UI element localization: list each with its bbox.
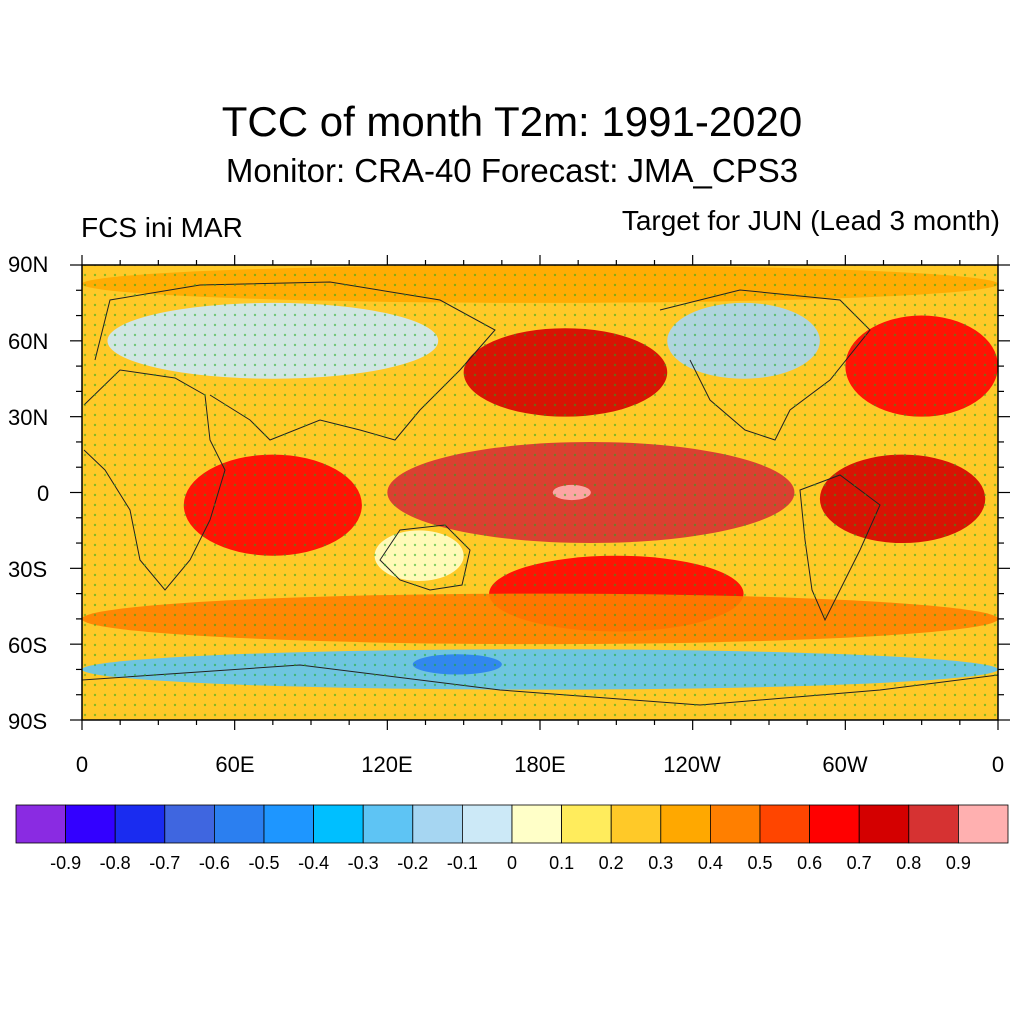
lat-label-90n: 90N xyxy=(8,252,49,277)
colorbar-tick-label: -0.3 xyxy=(347,853,379,873)
lon-label-0: 0 xyxy=(75,752,89,777)
colorbar-swatch xyxy=(511,804,562,844)
colorbar-swatch xyxy=(660,804,711,844)
colorbar-tick-label: -0.8 xyxy=(99,853,131,873)
lon-label-360: 0 xyxy=(991,752,1005,777)
colorbar-swatch xyxy=(213,804,265,844)
significance-stipple xyxy=(82,265,998,720)
colorbar-swatch xyxy=(362,804,414,844)
colorbar-swatch xyxy=(263,804,314,844)
colorbar-swatch xyxy=(15,804,66,844)
colorbar-swatch xyxy=(65,804,116,844)
lon-label-180e: 180E xyxy=(514,752,566,777)
colorbar-tick-label: 0.6 xyxy=(797,853,823,873)
colorbar-swatch xyxy=(164,804,215,844)
colorbar-tick-label: 0.7 xyxy=(846,853,872,873)
colorbar-swatch xyxy=(710,804,761,844)
lat-label-30n: 30N xyxy=(8,405,49,430)
target-month-label: Target for JUN (Lead 3 month) xyxy=(621,205,1000,236)
correlation-map xyxy=(82,265,998,720)
colorbar-swatch xyxy=(561,804,612,844)
colorbar-tick-label: 0.8 xyxy=(896,853,922,873)
colorbar-tick-label: -0.5 xyxy=(248,853,280,873)
colorbar-swatch xyxy=(313,804,364,844)
colorbar-tick-label: -0.7 xyxy=(149,853,181,873)
colorbar-tick-label: -0.4 xyxy=(298,853,330,873)
colorbar xyxy=(15,804,1009,844)
colorbar-tick-label: 0.1 xyxy=(549,853,575,873)
colorbar-tick-label: 0.5 xyxy=(747,853,773,873)
lat-label-30s: 30S xyxy=(8,557,48,582)
colorbar-tick-label: -0.2 xyxy=(397,853,429,873)
colorbar-swatch xyxy=(412,804,463,844)
colorbar-swatch xyxy=(958,804,1009,844)
lon-label-120e: 120E xyxy=(361,752,413,777)
lat-label-60s: 60S xyxy=(8,633,48,658)
lat-label-90s: 90S xyxy=(8,709,48,734)
colorbar-swatch xyxy=(759,804,810,844)
axis-ticks xyxy=(70,255,1010,730)
colorbar-tick-label: 0.9 xyxy=(945,853,971,873)
colorbar-tick-label: -0.1 xyxy=(446,853,478,873)
colorbar-swatch xyxy=(461,804,513,844)
colorbar-tick-label: 0.4 xyxy=(697,853,723,873)
map-subtitle: Monitor: CRA-40 Forecast: JMA_CPS3 xyxy=(225,152,799,189)
initial-month-label: FCS ini MAR xyxy=(81,212,243,243)
lat-label-60n: 60N xyxy=(8,329,49,354)
colorbar-swatch xyxy=(809,804,860,844)
lon-label-60e: 60E xyxy=(215,752,255,777)
lon-label-120w: 120W xyxy=(663,752,721,777)
colorbar-swatch xyxy=(858,804,910,844)
colorbar-tick-label: 0.3 xyxy=(648,853,674,873)
colorbar-swatch xyxy=(610,804,662,844)
lon-label-60w: 60W xyxy=(822,752,868,777)
colorbar-tick-label: 0 xyxy=(506,853,518,873)
colorbar-tick-label: -0.6 xyxy=(198,853,230,873)
colorbar-tick-label: -0.9 xyxy=(50,853,82,873)
colorbar-swatch xyxy=(908,804,959,844)
colorbar-swatch xyxy=(114,804,166,844)
lat-label-equator: 0 xyxy=(37,481,50,506)
colorbar-tick-label: 0.2 xyxy=(598,853,624,873)
map-title: TCC of month T2m: 1991-2020 xyxy=(221,98,803,145)
